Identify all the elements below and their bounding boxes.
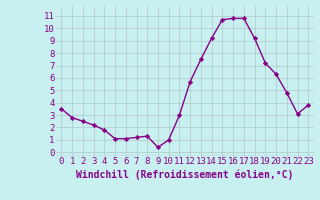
X-axis label: Windchill (Refroidissement éolien,°C): Windchill (Refroidissement éolien,°C)	[76, 169, 293, 180]
